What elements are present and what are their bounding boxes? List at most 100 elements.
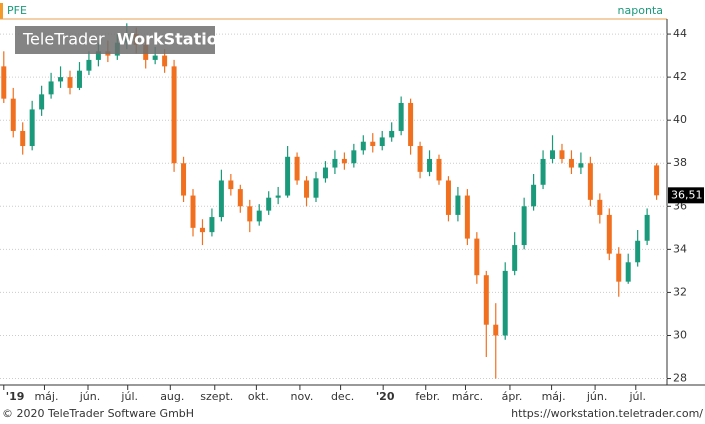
candle-body (635, 240, 641, 263)
candle-body (408, 102, 414, 147)
candle-body (540, 158, 546, 185)
candle-body (162, 55, 168, 67)
candle-body (322, 167, 328, 179)
candle-body (20, 130, 26, 147)
x-tick-label: dec. (331, 390, 354, 403)
candle-body (209, 217, 215, 233)
x-tick-label: máj. (34, 390, 58, 403)
candle-body (654, 165, 660, 196)
candle-body (445, 180, 451, 215)
interval: naponta (618, 4, 663, 17)
candle-body (29, 109, 35, 147)
candle-body (228, 180, 234, 190)
candle-body (417, 146, 423, 172)
candle-body (275, 195, 281, 198)
candle-body (531, 184, 537, 207)
symbol-marker (0, 3, 3, 19)
candle-body (218, 180, 224, 218)
candle-body (389, 130, 395, 138)
watermark-box (15, 26, 215, 54)
candle-body (199, 227, 205, 233)
candle-body (616, 253, 622, 282)
candle-body (285, 156, 291, 196)
candle-body (360, 141, 366, 151)
watermark-text: WorkStation (117, 30, 229, 49)
candle-body (190, 195, 196, 228)
candle-body (398, 102, 404, 131)
candle-body (152, 55, 158, 60)
x-tick-label: júl. (628, 390, 646, 403)
footer-left: © 2020 TeleTrader Software GmbH (2, 407, 194, 420)
symbol: PFE (7, 4, 27, 17)
candle-body (455, 195, 461, 215)
candle-body (95, 51, 101, 60)
candle-body (493, 324, 499, 336)
x-tick-label: júl. (120, 390, 138, 403)
candle-body (597, 199, 603, 215)
candle-body (483, 275, 489, 325)
candle-body (304, 180, 310, 198)
x-tick-label: '19 (6, 390, 25, 403)
x-tick-label: ápr. (502, 390, 523, 403)
x-tick-label: febr. (415, 390, 440, 403)
candle-body (332, 158, 338, 168)
candle-body (427, 158, 433, 172)
x-tick-label: aug. (160, 390, 184, 403)
candle-body (76, 70, 82, 88)
candle-body (86, 59, 92, 71)
candle-body (294, 156, 300, 181)
candle-body (379, 137, 385, 147)
candle-body (67, 77, 73, 88)
candle-body (625, 262, 631, 282)
x-tick-label: okt. (248, 390, 269, 403)
y-tick-label: 42 (673, 70, 687, 83)
candle-body (606, 214, 612, 254)
candle-body (247, 206, 253, 222)
x-tick-label: '20 (376, 390, 395, 403)
y-tick-label: 44 (673, 27, 687, 40)
candle-body (58, 77, 64, 82)
candle-body (644, 214, 650, 241)
x-tick-label: jún. (79, 390, 101, 403)
candle-body (550, 150, 556, 159)
candle-body (10, 98, 16, 131)
last-price-label: 36,51 (671, 188, 703, 201)
y-tick-label: 32 (673, 285, 687, 298)
y-tick-label: 34 (673, 242, 687, 255)
candle-body (1, 66, 7, 99)
y-tick-label: 28 (673, 372, 687, 385)
candle-body (559, 150, 565, 159)
candle-body (502, 270, 508, 336)
candle-body (48, 81, 54, 95)
candle-body (181, 163, 187, 196)
candle-body (256, 210, 262, 222)
x-tick-label: jún. (586, 390, 608, 403)
last-price-box (668, 187, 704, 204)
candle-body (474, 238, 480, 276)
x-tick-label: szept. (200, 390, 233, 403)
candle-body (512, 245, 518, 271)
x-tick-label: márc. (452, 390, 483, 403)
y-tick-label: 30 (673, 328, 687, 341)
candle-body (39, 94, 45, 110)
candle-body (436, 158, 442, 181)
candle-body (171, 66, 177, 164)
candle-body (521, 206, 527, 246)
y-tick-label: 38 (673, 156, 687, 169)
candle-body (370, 141, 376, 147)
candle-body (341, 158, 347, 164)
watermark-text: TeleTrader (22, 30, 105, 49)
candle-body (568, 158, 574, 168)
footer-right: https://workstation.teletrader.com/ (511, 407, 703, 420)
x-tick-label: nov. (290, 390, 313, 403)
y-tick-label: 40 (673, 113, 687, 126)
watermark: TeleTrader WorkStation (15, 26, 229, 54)
x-tick-label: máj. (542, 390, 566, 403)
candle-body (266, 197, 272, 211)
candle-body (464, 195, 470, 239)
candle-body (237, 189, 243, 207)
candle-body (578, 163, 584, 168)
candle-body (351, 150, 357, 164)
candle-body (313, 178, 319, 198)
